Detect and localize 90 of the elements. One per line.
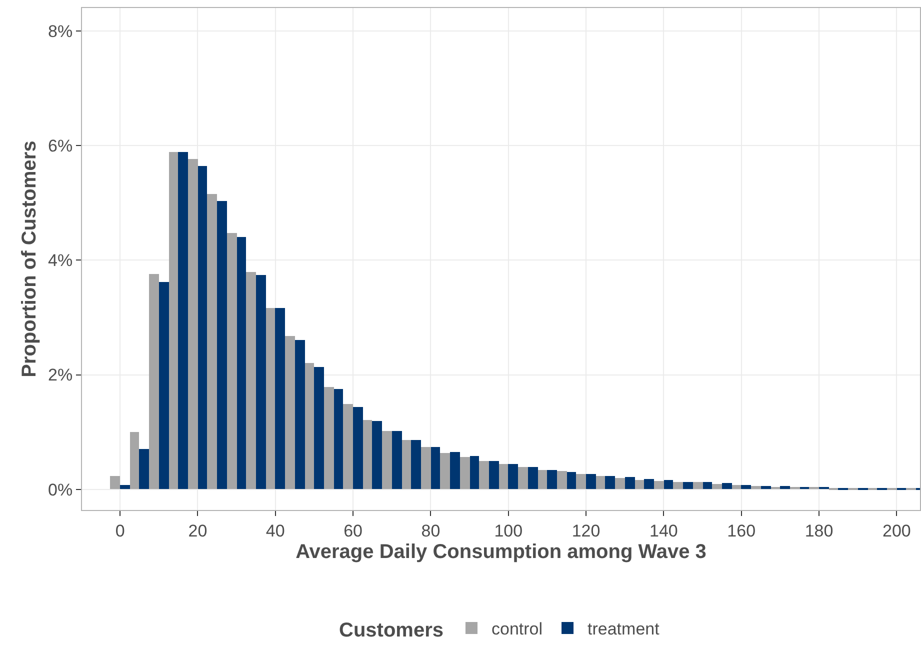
bar (703, 482, 712, 489)
bar (586, 474, 596, 489)
x-tick-label: 60 (344, 521, 363, 540)
bar (285, 336, 295, 489)
x-tick-label: 40 (266, 521, 285, 540)
y-tick-label: 2% (48, 366, 73, 385)
bar (120, 485, 130, 489)
bar (139, 449, 149, 489)
y-tick-label: 8% (48, 22, 73, 41)
bar (295, 340, 305, 489)
bar (499, 464, 508, 489)
bar (314, 367, 324, 489)
y-tick-label: 0% (48, 480, 73, 500)
bar (489, 461, 499, 489)
x-axis-title: Average Daily Consumption among Wave 3 (296, 540, 706, 563)
bar (178, 152, 188, 489)
bar (110, 476, 120, 489)
bar (382, 431, 392, 489)
x-tick-label: 20 (188, 521, 208, 540)
bar (664, 480, 673, 489)
bar (169, 152, 178, 489)
bar (683, 482, 693, 489)
legend-title: Customers (339, 619, 444, 642)
bar (780, 486, 790, 489)
bar (479, 461, 489, 489)
x-tick-label: 160 (727, 521, 756, 540)
bar (372, 421, 382, 489)
bar (470, 456, 479, 489)
bar (130, 432, 139, 489)
bar (673, 482, 683, 489)
bar (266, 308, 275, 489)
bar (605, 476, 615, 489)
bar (567, 472, 576, 489)
bar (324, 387, 334, 489)
bar (411, 440, 421, 489)
bar (207, 194, 217, 489)
bar (460, 457, 470, 489)
bar (198, 166, 207, 489)
x-tick-label: 100 (494, 521, 523, 540)
bar (159, 282, 169, 489)
bar (402, 440, 411, 489)
bar (538, 470, 547, 489)
bar (305, 363, 314, 489)
x-tick-label: 80 (421, 521, 440, 540)
bar (343, 404, 353, 489)
bar (518, 467, 528, 489)
x-tick-label: 140 (650, 521, 678, 540)
bar (246, 272, 256, 489)
x-tick-label: 200 (882, 521, 911, 540)
bar (217, 201, 227, 489)
bar (693, 482, 703, 489)
bar (615, 478, 625, 489)
y-tick-label: 6% (48, 136, 73, 156)
x-tick-label: 180 (804, 521, 834, 540)
bar (237, 237, 246, 489)
bar (275, 308, 285, 489)
bar (751, 486, 761, 489)
x-tick-label: 120 (572, 521, 600, 540)
bar (596, 476, 605, 489)
bar (421, 447, 431, 489)
bar (528, 467, 538, 489)
bar (576, 474, 586, 489)
bar (761, 486, 771, 489)
bar (450, 452, 460, 489)
bar (712, 484, 722, 489)
bar (557, 471, 567, 489)
legend-label: control (491, 620, 543, 639)
bar (654, 481, 664, 489)
bar (392, 431, 402, 489)
bar (256, 275, 266, 489)
bar (431, 447, 440, 489)
bar (635, 480, 644, 489)
y-axis-title: Proportion of Customers (18, 140, 41, 378)
bar (508, 464, 518, 489)
bar (440, 453, 450, 489)
bar (149, 274, 159, 489)
bar (547, 470, 557, 489)
bar (722, 483, 732, 489)
bar (741, 485, 751, 489)
bar (644, 479, 654, 489)
x-tick-label: 0 (115, 521, 125, 540)
bar (625, 477, 635, 489)
bar (353, 407, 363, 489)
bar (732, 485, 741, 489)
y-tick-label: 4% (48, 251, 73, 270)
bar (363, 420, 372, 489)
bar (334, 389, 343, 489)
bar (227, 233, 237, 489)
legend-label: treatment (588, 620, 660, 639)
bar (188, 159, 198, 489)
